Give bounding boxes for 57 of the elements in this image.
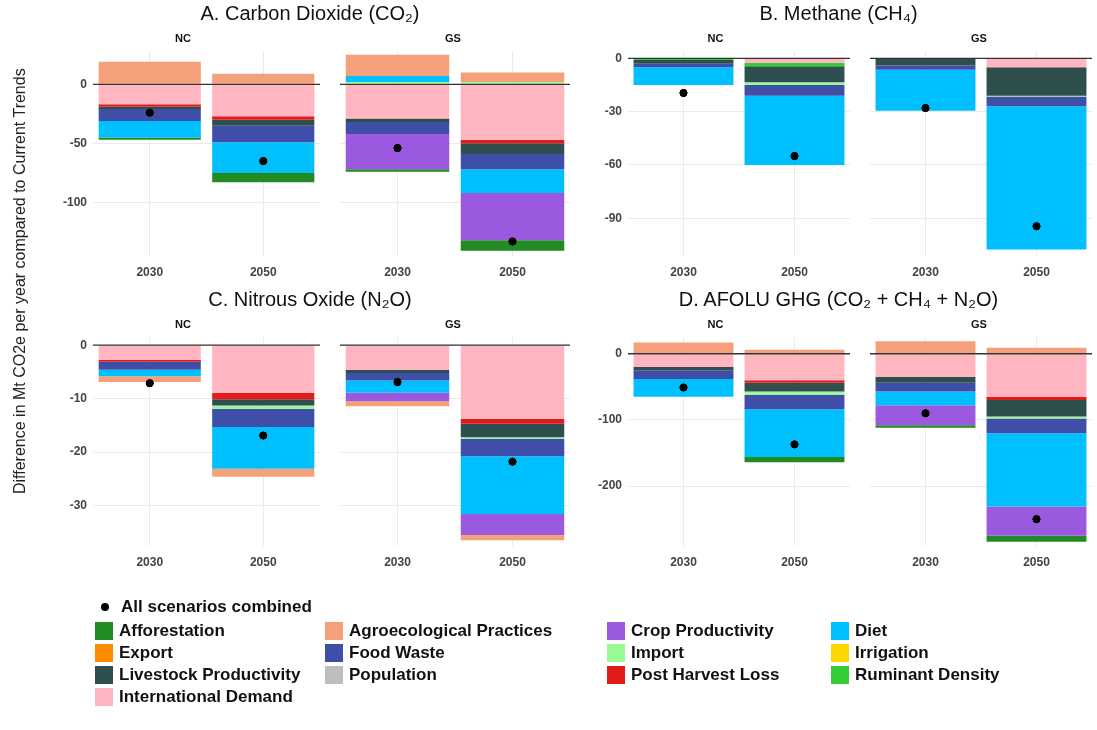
legend-label: All scenarios combined xyxy=(121,597,312,617)
x-tick-label: 2050 xyxy=(249,265,277,280)
legend-label: Ruminant Density xyxy=(855,665,1000,685)
y-tick-label: -50 xyxy=(69,135,88,150)
y-tick-label: -100 xyxy=(597,412,623,427)
legend-label: Diet xyxy=(855,621,888,641)
y-tick-label: -90 xyxy=(604,210,623,225)
x-tick-label: 2030 xyxy=(912,265,940,280)
y-tick-label: 0 xyxy=(615,50,623,65)
chart-subtitle: NC xyxy=(707,31,724,44)
legend-label: Afforestation xyxy=(119,621,225,641)
legend-label: Food Waste xyxy=(349,643,445,663)
chart-title: D. AFOLU GHG (CO₂ + CH₄ + N₂O) xyxy=(677,288,1000,311)
x-tick-label: 2030 xyxy=(912,555,940,570)
x-tick-label: 2050 xyxy=(249,555,277,570)
x-tick-label: 2030 xyxy=(670,555,698,570)
chart-title: A. Carbon Dioxide (CO₂) xyxy=(199,2,421,25)
x-tick-label: 2050 xyxy=(1023,555,1051,570)
y-tick-label: -10 xyxy=(69,390,88,405)
x-tick-label: 2050 xyxy=(781,555,809,570)
x-tick-label: 2030 xyxy=(670,265,698,280)
chart-subtitle: NC xyxy=(707,317,724,330)
x-tick-label: 2050 xyxy=(781,265,809,280)
chart-subtitle: GS xyxy=(445,317,461,330)
x-tick-label: 2050 xyxy=(1023,265,1051,280)
legend-label: Post Harvest Loss xyxy=(631,665,780,685)
chart-title: B. Methane (CH₄) xyxy=(758,2,919,25)
y-tick-label: 0 xyxy=(615,346,623,361)
x-tick-label: 2030 xyxy=(384,265,412,280)
legend-label: Irrigation xyxy=(855,643,929,663)
y-tick-label: -60 xyxy=(604,157,623,172)
legend-label: Crop Productivity xyxy=(631,621,774,641)
legend-label: Agroecological Practices xyxy=(349,621,553,641)
y-tick-label: -20 xyxy=(69,444,88,459)
x-tick-label: 2030 xyxy=(136,555,164,570)
y-tick-label: -100 xyxy=(62,194,88,209)
legend-label: Export xyxy=(119,643,173,663)
legend-label: Livestock Productivity xyxy=(119,665,301,685)
y-tick-label: -30 xyxy=(604,103,623,118)
x-tick-label: 2030 xyxy=(384,555,412,570)
chart-subtitle: NC xyxy=(175,31,191,44)
y-tick-label: -30 xyxy=(69,497,88,512)
y-tick-label: 0 xyxy=(80,76,88,91)
y-tick-label: -200 xyxy=(597,478,623,493)
chart-title: C. Nitrous Oxide (N₂O) xyxy=(207,288,413,311)
x-tick-label: 2030 xyxy=(136,265,164,280)
chart-subtitle: GS xyxy=(445,31,461,44)
chart-subtitle: GS xyxy=(971,317,987,330)
y-tick-label: 0 xyxy=(80,337,88,352)
x-tick-label: 2050 xyxy=(499,265,527,280)
chart-subtitle: GS xyxy=(971,31,987,44)
legend-label: International Demand xyxy=(119,687,293,707)
chart-subtitle: NC xyxy=(175,317,191,330)
x-tick-label: 2050 xyxy=(499,555,527,570)
legend-label: Population xyxy=(349,665,437,685)
y-axis-title: Difference in Mt CO2e per year compared to Current Trends xyxy=(11,68,29,494)
legend-label: Import xyxy=(631,643,684,663)
